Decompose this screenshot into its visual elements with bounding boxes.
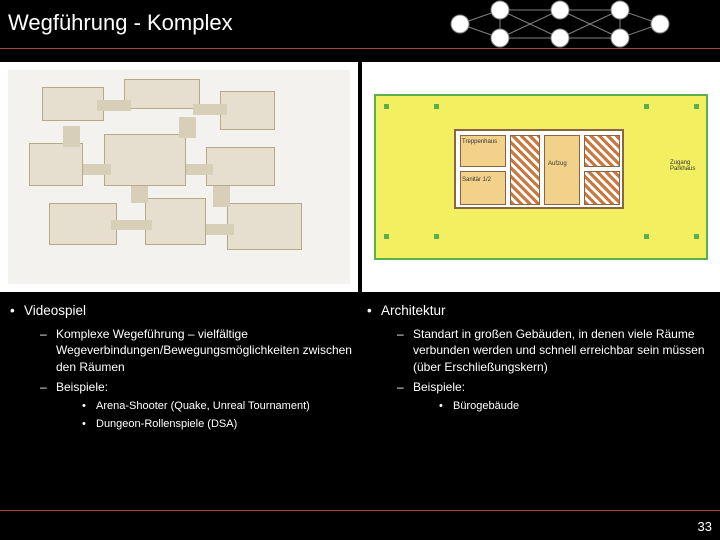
list-item: Komplexe Wegeführung – vielfältige Wegev… — [40, 326, 353, 375]
floorplan-label: Treppenhaus — [462, 139, 497, 145]
list-subitem: Arena-Shooter (Quake, Unreal Tournament) — [82, 399, 353, 414]
list-item-label: Beispiele: — [413, 380, 465, 394]
list-item: Standart in großen Gebäuden, in denen vi… — [397, 326, 710, 375]
heading-videospiel: • Videospiel — [10, 302, 353, 320]
image-videogame-map — [0, 62, 358, 292]
floorplan-label: Sanitär 1/2 — [462, 177, 491, 183]
heading-architektur: • Architektur — [367, 302, 710, 320]
column-videospiel: • Videospiel Komplexe Wegeführung – viel… — [10, 302, 353, 436]
list-item: Beispiele: Arena-Shooter (Quake, Unreal … — [40, 379, 353, 432]
floorplan-label: Aufzug — [548, 161, 567, 167]
heading-text: Architektur — [381, 302, 446, 320]
divider-top — [0, 48, 720, 49]
floorplan-label: Zugang Parkhaus — [670, 160, 710, 172]
column-architektur: • Architektur Standart in großen Gebäude… — [367, 302, 710, 436]
divider-bottom — [0, 510, 720, 511]
list-subitem: Bürogebäude — [439, 399, 710, 414]
slide-title: Wegführung - Komplex — [8, 10, 233, 36]
list-subitem: Dungeon-Rollenspiele (DSA) — [82, 417, 353, 432]
text-columns: • Videospiel Komplexe Wegeführung – viel… — [10, 302, 710, 436]
list-item: Beispiele: Bürogebäude — [397, 379, 710, 414]
heading-text: Videospiel — [24, 302, 86, 320]
image-row: Treppenhaus Aufzug Sanitär 1/2 Zugang Pa… — [0, 62, 720, 292]
header-graph-icon — [440, 0, 680, 48]
list-item-label: Beispiele: — [56, 380, 108, 394]
image-architecture-floorplan: Treppenhaus Aufzug Sanitär 1/2 Zugang Pa… — [362, 62, 720, 292]
page-number: 33 — [698, 519, 712, 534]
